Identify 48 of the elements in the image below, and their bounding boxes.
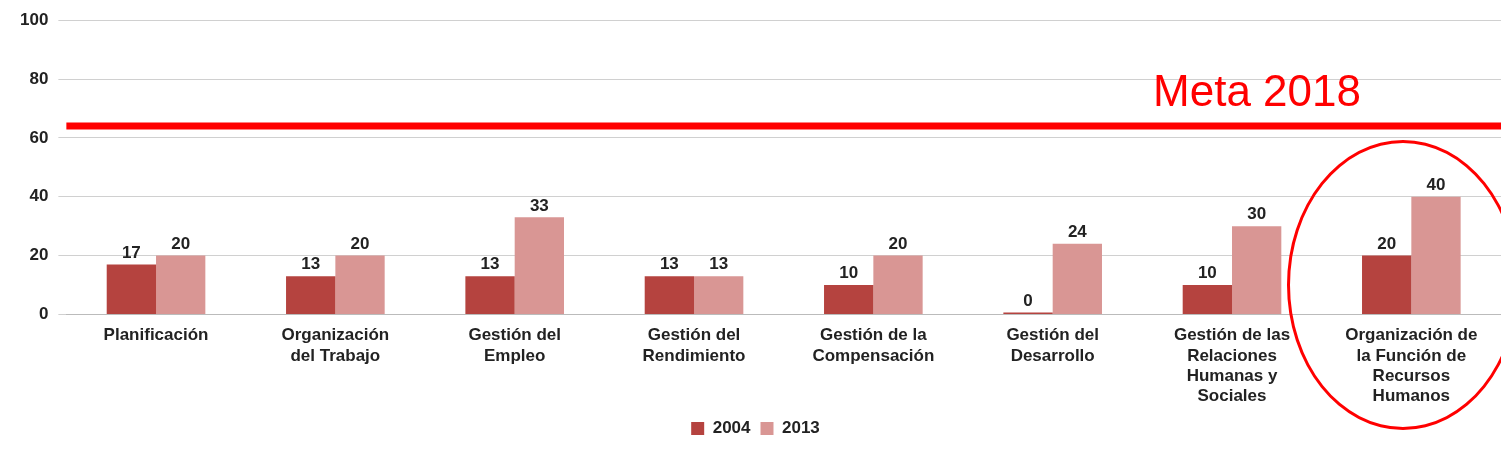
- bar: [1411, 196, 1461, 314]
- bar: [514, 217, 564, 314]
- legend-label: 2013: [782, 418, 820, 438]
- y-tick-label: 0: [38, 304, 49, 324]
- x-tick-label: Gestión de las Relaciones Humanas y Sociales: [1173, 325, 1291, 406]
- bar: [1182, 284, 1233, 314]
- x-tick-label: Gestión de la Compensación: [812, 325, 935, 365]
- x-tick-label: Organización del Trabajo: [281, 325, 390, 365]
- bar: [335, 255, 385, 314]
- bar: [465, 276, 515, 314]
- data-label: 20: [350, 233, 370, 253]
- data-label: 40: [1426, 174, 1446, 194]
- data-label: 13: [480, 254, 500, 274]
- data-label: 10: [1197, 263, 1217, 283]
- x-tick-label: Gestión del Desarrollo: [1006, 325, 1099, 365]
- y-tick-label: 40: [29, 186, 49, 206]
- data-label: 10: [839, 263, 859, 283]
- data-label: 20: [1377, 233, 1397, 253]
- bar: [644, 276, 695, 314]
- y-tick-label: 100: [19, 9, 49, 29]
- bar: [873, 255, 923, 314]
- data-label: 30: [1247, 204, 1267, 224]
- data-label: 13: [659, 254, 679, 274]
- x-tick-label: Planificación: [103, 325, 209, 345]
- ref-line-label: Meta 2018: [1153, 66, 1361, 116]
- data-label: 0: [1023, 290, 1033, 310]
- data-label: 13: [709, 254, 729, 274]
- bar: [1232, 226, 1282, 314]
- bar: [694, 276, 744, 314]
- data-label: 20: [888, 233, 908, 253]
- legend-label: 2004: [712, 418, 752, 438]
- bar: [1362, 255, 1412, 314]
- data-label: 20: [171, 233, 191, 253]
- x-tick-label: Gestión del Rendimiento: [642, 325, 746, 365]
- data-label: 13: [301, 254, 321, 274]
- bar: [286, 276, 336, 314]
- x-tick-label: Organización de la Función de Recursos Humanos: [1345, 325, 1478, 406]
- data-label: 33: [529, 195, 549, 215]
- bar: [1052, 243, 1102, 314]
- bar: [106, 264, 157, 314]
- y-tick-label: 80: [29, 68, 49, 88]
- y-tick-label: 20: [29, 245, 49, 265]
- x-tick-label: Gestión del Empleo: [468, 325, 561, 365]
- bar: [156, 255, 206, 314]
- data-label: 24: [1067, 221, 1088, 241]
- y-tick-label: 60: [29, 127, 49, 147]
- bar: [824, 284, 874, 314]
- data-label: 17: [121, 242, 141, 262]
